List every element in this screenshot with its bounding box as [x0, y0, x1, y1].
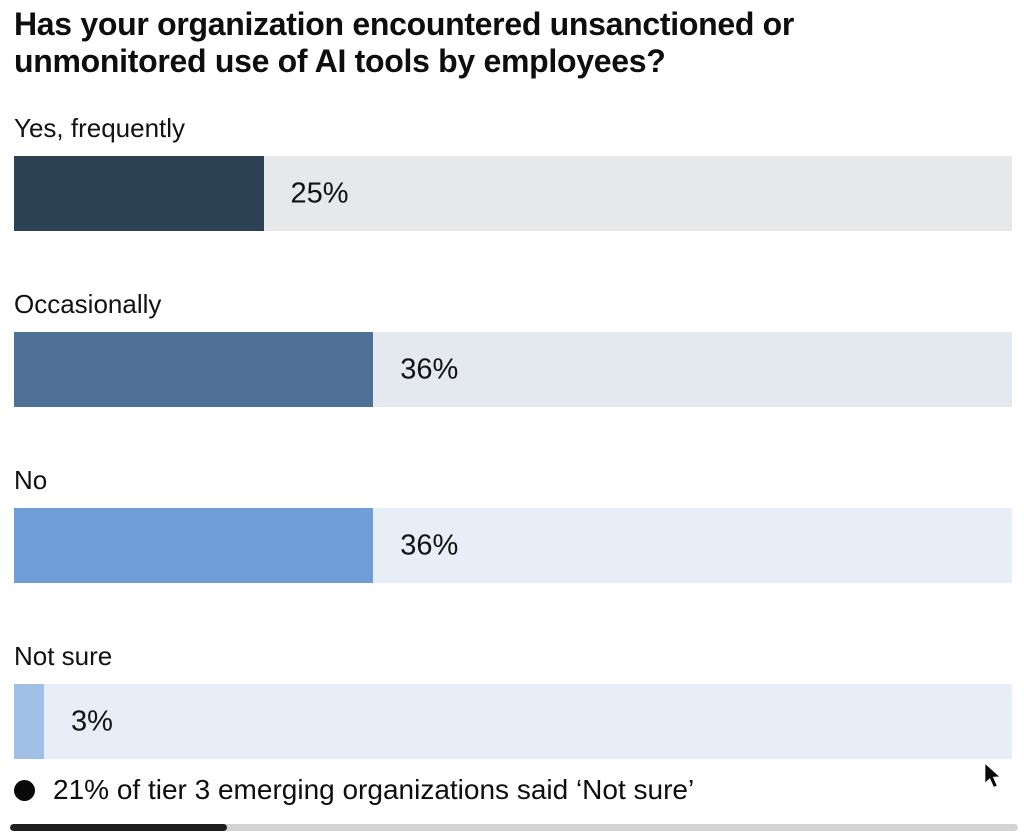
category-label: No	[14, 465, 48, 495]
bar-row-occasionally: Occasionally 36%	[14, 289, 1012, 407]
annotation: 21% of tier 3 emerging organizations sai…	[14, 774, 1012, 806]
bar-value-label: 36%	[400, 353, 459, 385]
bar-value-label: 36%	[400, 529, 459, 561]
bar-row-yes-frequently: Yes, frequently 25%	[14, 113, 1012, 231]
bar-value-label: 3%	[70, 705, 113, 737]
category-label: Occasionally	[14, 289, 162, 319]
bar-fill	[14, 332, 374, 407]
bar-fill	[14, 156, 264, 231]
bar-track: 3%	[14, 684, 1012, 759]
bar-track: 36%	[14, 508, 1012, 583]
category-label: Not sure	[14, 641, 113, 671]
bar-fill	[14, 684, 44, 759]
scrollbar-thumb[interactable]	[10, 824, 227, 831]
bar-fill	[14, 508, 374, 583]
horizontal-scrollbar[interactable]	[10, 824, 1018, 831]
annotation-text: 21% of tier 3 emerging organizations sai…	[53, 774, 695, 805]
bar-row-not-sure: Not sure 3%	[14, 641, 1012, 759]
bar-track: 36%	[14, 332, 1012, 407]
category-label: Yes, frequently	[14, 113, 186, 143]
bullet-circle-icon	[14, 779, 35, 801]
bar-track: 25%	[14, 156, 1012, 231]
chart-title: Has your organization encountered unsanc…	[14, 6, 795, 79]
bar-value-label: 25%	[290, 177, 349, 209]
bar-row-no: No 36%	[14, 465, 1012, 583]
